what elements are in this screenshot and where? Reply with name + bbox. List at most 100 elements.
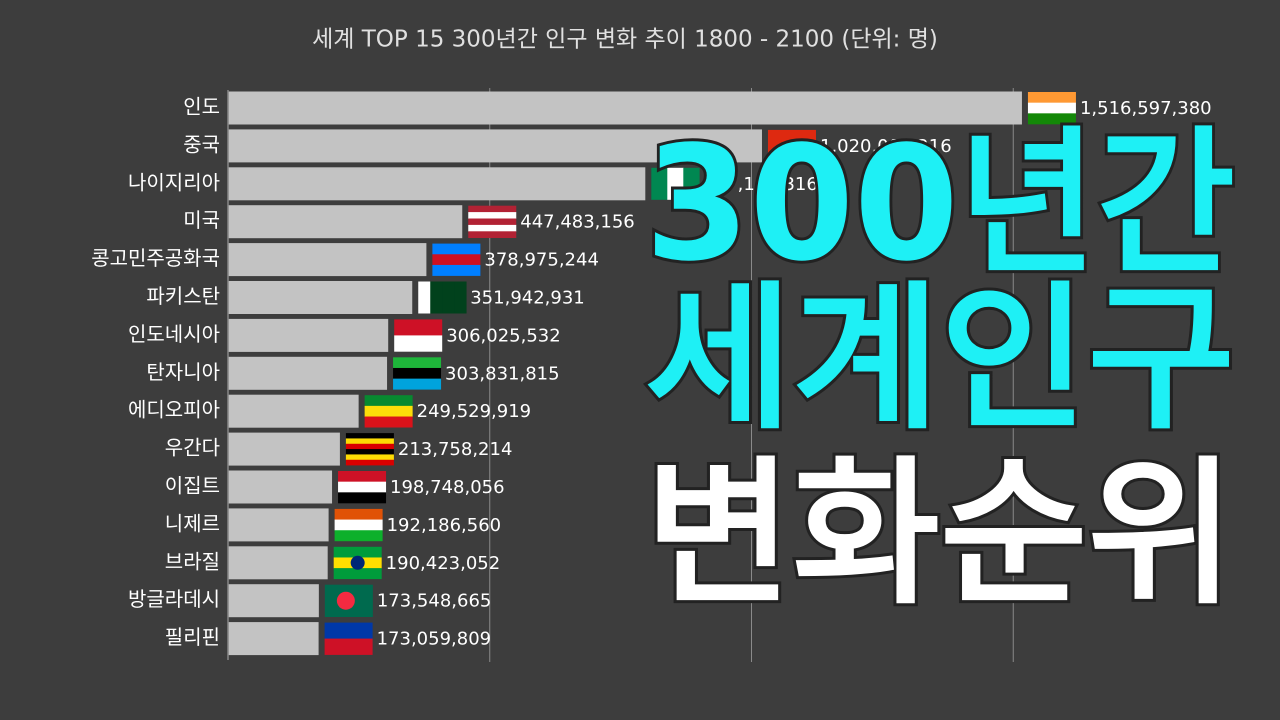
category-label: 필리핀 <box>165 625 220 649</box>
bar <box>228 243 427 277</box>
bar <box>228 470 333 504</box>
category-label: 탄자니아 <box>146 360 220 384</box>
flag <box>418 281 467 314</box>
bar <box>228 508 329 542</box>
flag-stripe <box>364 405 413 417</box>
overlay-text: 세계인구 <box>645 267 1235 451</box>
value-label: 190,423,052 <box>386 553 501 574</box>
flag-stripe <box>333 568 382 580</box>
flag-stripe <box>394 319 443 336</box>
flag-stripe <box>345 449 394 455</box>
category-label: 파키스탄 <box>146 284 220 308</box>
value-label: 249,529,919 <box>417 401 532 422</box>
flag-stripe <box>345 459 394 466</box>
value-label: 192,186,560 <box>387 515 502 536</box>
bar <box>228 129 762 163</box>
flag-stripe <box>468 218 517 226</box>
flag <box>364 395 413 428</box>
flag-stripe <box>418 281 431 314</box>
value-label: 303,831,815 <box>445 363 560 384</box>
category-label: 이집트 <box>165 474 220 498</box>
value-label: 1,516,597,380 <box>1080 98 1212 119</box>
flag <box>432 243 481 276</box>
flag-stripe <box>667 167 684 200</box>
flag-stripe <box>345 454 394 461</box>
flag-stripe <box>454 281 467 314</box>
flag-stripe <box>345 433 394 439</box>
chart-title: 세계 TOP 15 300년간 인구 변화 추이 1800 - 2100 (단위… <box>312 27 938 53</box>
flag-stripe <box>334 530 383 542</box>
bars: 인도 1,516,597,380 중국 1,020,005,216 나이지리아 797,1… <box>91 91 1212 656</box>
category-label: 나이지리아 <box>128 170 220 194</box>
category-label: 미국 <box>183 208 220 232</box>
flag-stripe <box>364 416 413 428</box>
flag-stripe <box>468 231 517 238</box>
flag <box>324 622 373 655</box>
flag-stripe <box>683 167 700 200</box>
flag-stripe <box>394 335 443 352</box>
bar <box>228 394 359 428</box>
flag-stripe <box>324 622 373 639</box>
flag <box>394 319 443 352</box>
flag-stripe <box>338 481 387 493</box>
flag-stripe <box>468 212 517 219</box>
flag-stripe <box>324 638 373 655</box>
flag-stripe <box>338 492 387 504</box>
flag-stripe <box>432 264 481 276</box>
flag-stripe <box>338 471 387 482</box>
flag-stripe <box>393 378 442 390</box>
overlay-text: 300년간 <box>645 112 1235 296</box>
category-label: 인도 <box>183 95 220 119</box>
flag-stripe <box>442 281 455 314</box>
flag <box>345 433 394 466</box>
flag-stripe <box>345 438 394 445</box>
category-label: 니제르 <box>165 511 220 535</box>
category-label: 에디오피아 <box>128 398 220 422</box>
overlay-text: 변화순위 <box>645 442 1235 626</box>
value-label: 797,142,316 <box>703 174 818 195</box>
flag-stripe <box>468 205 517 213</box>
flag-stripe <box>767 129 816 163</box>
flag-stripe <box>432 254 481 266</box>
category-label: 방글라데시 <box>128 587 220 611</box>
flag-stripe <box>364 395 413 407</box>
flag-stripe <box>430 281 443 314</box>
flag <box>324 584 373 617</box>
flag-stripe <box>651 167 668 200</box>
flag <box>468 205 517 238</box>
category-label: 브라질 <box>165 549 220 573</box>
category-label: 인도네시아 <box>128 322 220 346</box>
bar <box>228 205 463 239</box>
bar <box>228 281 413 314</box>
flag-stripe <box>1027 113 1076 125</box>
category-label: 콩고민주공화국 <box>91 246 220 270</box>
flag <box>767 129 816 163</box>
bar <box>228 584 319 618</box>
flag-emblem <box>336 591 355 610</box>
bar <box>228 546 328 580</box>
bar <box>228 91 1022 125</box>
flag <box>338 471 387 504</box>
bar <box>228 356 388 390</box>
flag-stripe <box>334 508 383 520</box>
flag-stripe <box>334 519 383 531</box>
bar <box>228 622 319 656</box>
flag-stripe <box>1027 102 1076 114</box>
value-label: 198,748,056 <box>390 477 505 498</box>
flag-stripe <box>393 357 442 369</box>
value-label: 447,483,156 <box>520 212 635 233</box>
value-label: 173,548,665 <box>377 591 492 612</box>
flag <box>1027 92 1076 125</box>
flag <box>334 508 383 542</box>
category-label: 우간다 <box>165 436 220 460</box>
flag-stripe <box>432 243 481 255</box>
value-label: 1,020,005,216 <box>820 136 952 157</box>
bar <box>228 167 646 201</box>
value-label: 351,942,931 <box>470 288 585 309</box>
flag-stripe <box>1027 92 1076 103</box>
flag-emblem <box>350 555 365 570</box>
category-label: 중국 <box>183 132 220 156</box>
flag-stripe <box>393 367 442 379</box>
flag <box>393 357 442 390</box>
